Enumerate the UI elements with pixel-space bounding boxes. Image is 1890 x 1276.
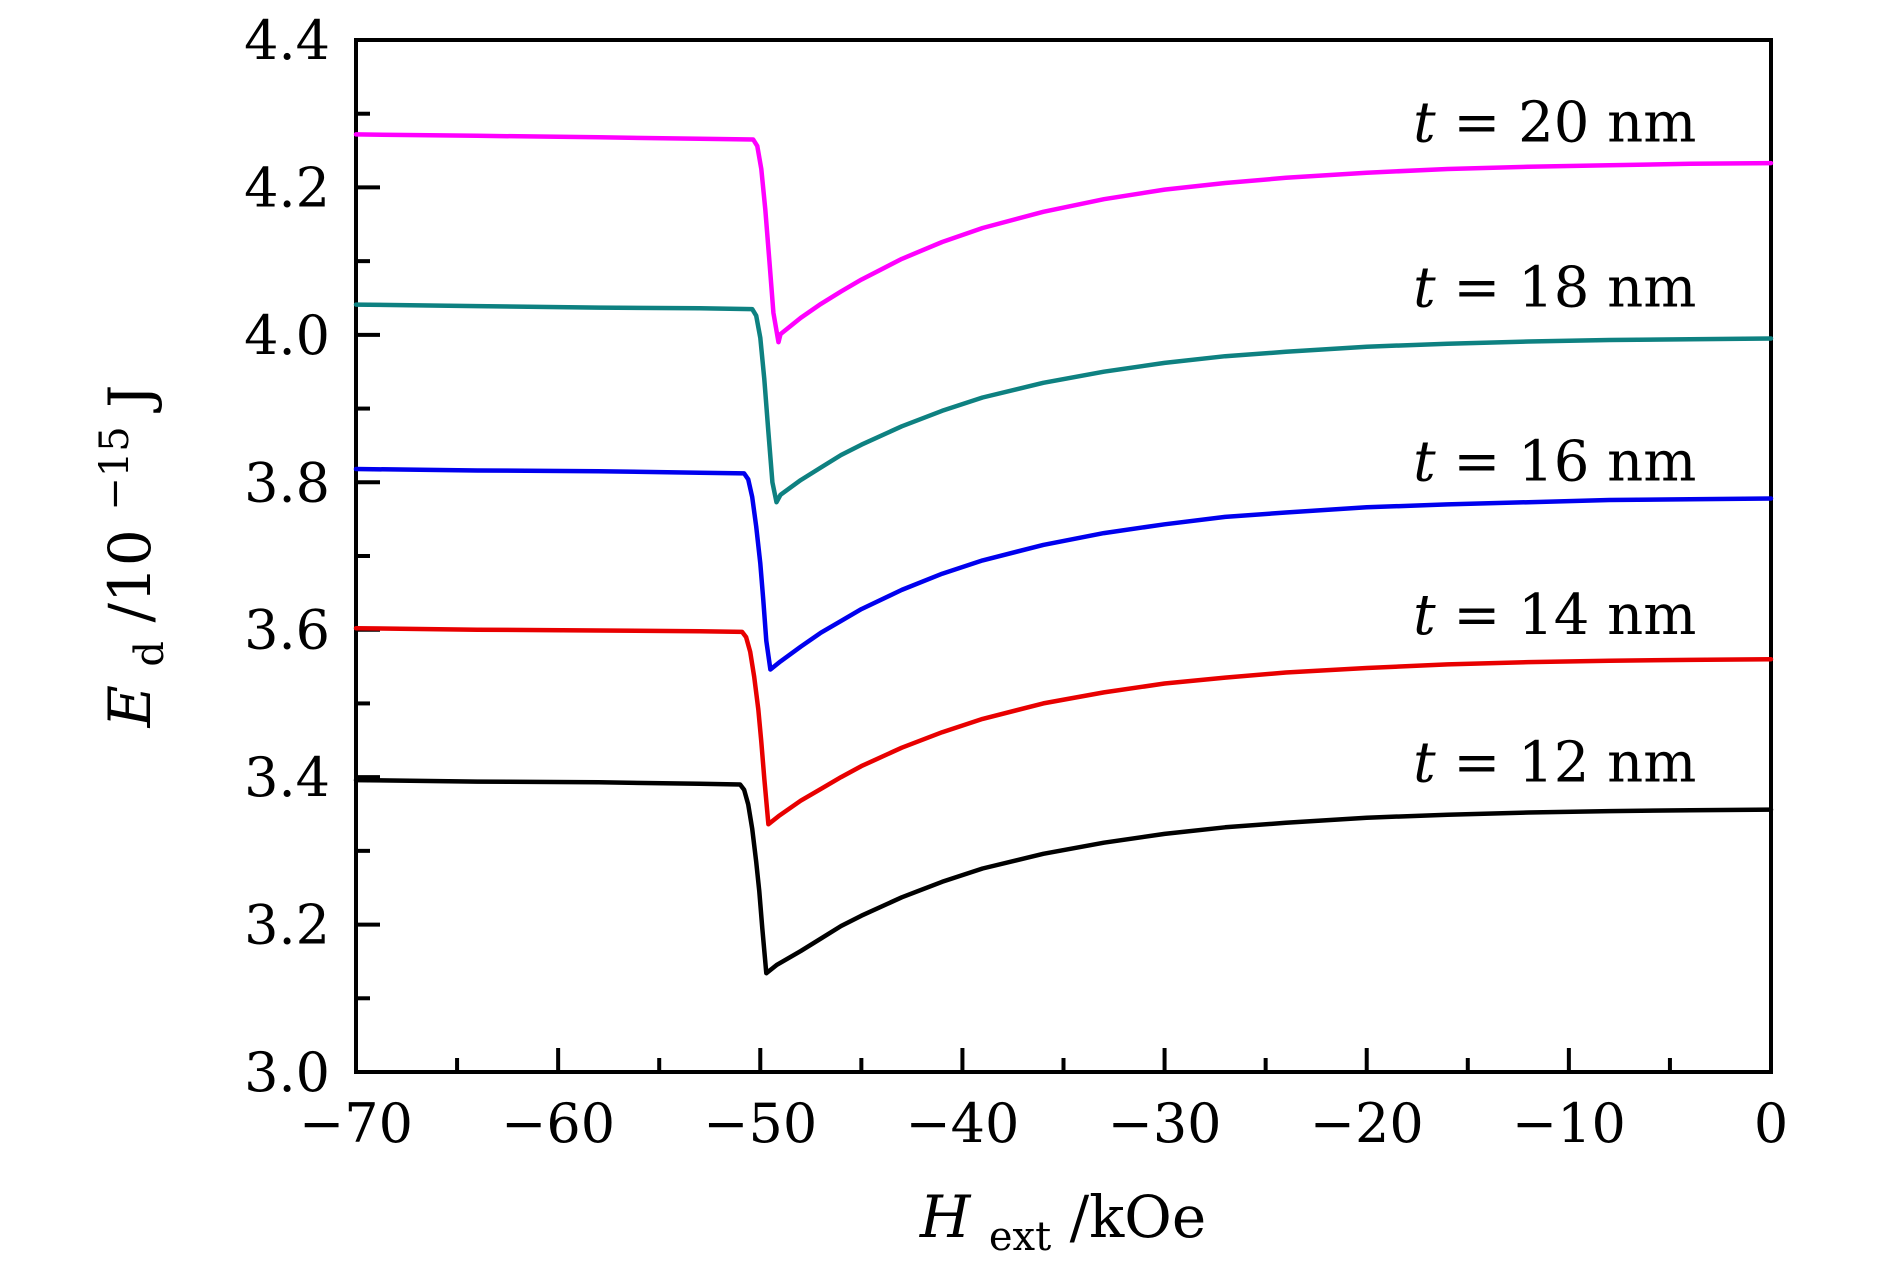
x-tick-label: −20: [1310, 1092, 1424, 1155]
data-curves: [353, 132, 1774, 976]
x-axis-title: H ext /kOe: [919, 1183, 1206, 1264]
y-tick-label: 3.2: [244, 894, 330, 957]
x-tick-label: −50: [703, 1092, 817, 1155]
y-axis-title: E d /10 −15 J: [74, 385, 177, 729]
curve-t-16nm: [353, 466, 1774, 672]
curve-t-14nm: [353, 625, 1774, 827]
series-label-variable: t: [1413, 583, 1436, 648]
y-axis-unit-prefix: /10: [96, 529, 164, 622]
y-tick-label: 4.2: [244, 156, 330, 219]
series-label-t-20nm: t = 20 nm: [1413, 91, 1696, 156]
y-axis-exponent: −15: [92, 426, 138, 510]
series-label-value: = 18 nm: [1436, 256, 1697, 321]
series-label-value: = 20 nm: [1436, 91, 1697, 156]
curve-t-12nm: [353, 777, 1774, 976]
y-tick-label: 3.6: [244, 599, 330, 662]
series-label-t-18nm: t = 18 nm: [1413, 256, 1696, 321]
x-tick-label: −10: [1512, 1092, 1626, 1155]
x-axis-unit: /kOe: [1070, 1183, 1207, 1251]
x-axis-subscript: ext: [989, 1214, 1051, 1260]
series-label-value: = 12 nm: [1436, 730, 1697, 795]
curve-t-18nm: [353, 302, 1774, 505]
series-label-variable: t: [1413, 91, 1436, 156]
series-label-variable: t: [1413, 430, 1436, 495]
curve-annotations: t = 20 nmt = 18 nmt = 16 nmt = 14 nmt = …: [1413, 91, 1696, 796]
x-tick-labels: −70 −60 −50 −40 −30 −20 −10 0: [299, 1092, 1788, 1155]
x-tick-label: −30: [1108, 1092, 1222, 1155]
series-label-t-14nm: t = 14 nm: [1413, 583, 1696, 648]
y-tick-label: 4.4: [244, 9, 330, 72]
axis-ticks: [354, 38, 1773, 1074]
series-label-value: = 14 nm: [1436, 583, 1697, 648]
y-tick-label: 4.0: [244, 304, 330, 367]
y-axis-variable: E: [96, 685, 164, 728]
y-tick-label: 3.4: [244, 746, 330, 809]
plot-frame: [354, 38, 1773, 1074]
x-axis-variable: H: [919, 1183, 972, 1251]
series-label-t-16nm: t = 16 nm: [1413, 430, 1696, 495]
y-tick-label: 3.8: [244, 451, 330, 514]
x-tick-label: 0: [1754, 1092, 1788, 1155]
curve-t-20nm: [353, 132, 1774, 345]
x-tick-label: −70: [299, 1092, 413, 1155]
series-label-variable: t: [1413, 256, 1436, 321]
series-label-t-12nm: t = 12 nm: [1413, 730, 1696, 795]
series-label-variable: t: [1413, 730, 1436, 795]
x-tick-label: −60: [501, 1092, 615, 1155]
x-tick-label: −40: [905, 1092, 1019, 1155]
y-axis-subscript: d: [127, 641, 173, 667]
y-axis-unit-suffix: J: [96, 385, 164, 413]
series-label-value: = 16 nm: [1436, 430, 1697, 495]
y-tick-labels: 3.0 3.2 3.4 3.6 3.8 4.0 4.2 4.4: [244, 9, 330, 1104]
y-tick-label: 3.0: [244, 1041, 330, 1104]
